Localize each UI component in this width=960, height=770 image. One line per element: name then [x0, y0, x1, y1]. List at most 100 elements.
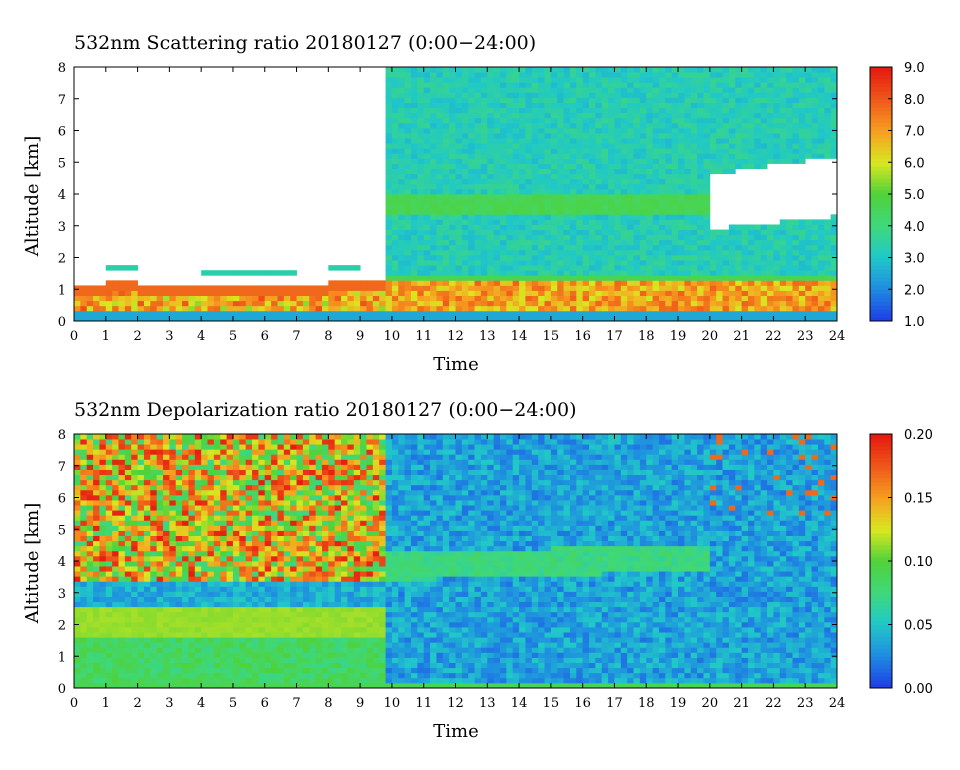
heatmap-cell [150, 677, 158, 684]
heatmap-cell [163, 555, 170, 562]
heatmap-cell [347, 290, 355, 296]
heatmap-cell [156, 500, 164, 506]
colorbar-swatch [870, 201, 892, 207]
heatmap-cell [633, 219, 641, 225]
heatmap-cell [487, 290, 495, 296]
heatmap-cell [391, 133, 399, 139]
heatmap-cell [716, 260, 723, 266]
heatmap-cell [436, 82, 444, 88]
heatmap-cell [512, 295, 520, 302]
heatmap-cell [538, 234, 545, 241]
heatmap-cell [735, 270, 743, 276]
heatmap-cell [722, 168, 730, 175]
heatmap-cell [80, 439, 88, 445]
heatmap-cell [175, 657, 183, 663]
heatmap-cell [633, 234, 641, 241]
heatmap-cell [201, 459, 208, 465]
heatmap-cell [188, 611, 196, 618]
heatmap-cell [239, 315, 247, 322]
heatmap-cell [137, 525, 145, 531]
heatmap-cell [531, 112, 539, 119]
heatmap-cell [779, 265, 787, 271]
heatmap-cell [665, 209, 673, 215]
heatmap-cell [169, 657, 177, 663]
heatmap-cell [652, 97, 660, 103]
heatmap-cell [703, 153, 711, 159]
heatmap-cell [385, 173, 393, 180]
heatmap-cell [131, 489, 138, 496]
heatmap-cell [767, 244, 774, 251]
heatmap-cell [563, 194, 571, 200]
heatmap-cell [595, 72, 603, 78]
heatmap-cell [436, 305, 444, 312]
heatmap-cell [264, 270, 272, 276]
heatmap-cell [156, 290, 164, 296]
heatmap-cell [449, 67, 456, 73]
heatmap-cell [589, 224, 596, 230]
heatmap-cell [398, 280, 406, 286]
heatmap-cell [506, 265, 514, 271]
heatmap-cell [455, 224, 463, 230]
heatmap-cell [175, 611, 183, 618]
heatmap-cell [430, 194, 437, 200]
heatmap-cell [112, 642, 119, 648]
heatmap-cell [137, 300, 145, 307]
heatmap-cell [671, 72, 679, 78]
heatmap-cell [601, 295, 609, 302]
heatmap-cell [830, 300, 838, 307]
heatmap-cell [773, 265, 781, 271]
heatmap-cell [608, 229, 615, 236]
heatmap-cell [538, 290, 545, 296]
heatmap-cell [423, 168, 431, 175]
heatmap-cell [747, 153, 755, 159]
heatmap-cell [182, 627, 189, 633]
heatmap-cell [112, 305, 119, 312]
heatmap-cell [271, 310, 278, 317]
heatmap-cell [652, 72, 660, 78]
heatmap-cell [163, 647, 170, 653]
heatmap-cell [175, 540, 183, 547]
heatmap-cell [754, 143, 762, 149]
heatmap-cell [652, 234, 660, 241]
heatmap-cell [824, 138, 832, 144]
heatmap-cell [423, 260, 431, 266]
heatmap-cell [576, 239, 584, 246]
heatmap-cell [620, 305, 628, 312]
heatmap-cell [665, 194, 673, 200]
heatmap-cell [474, 112, 482, 119]
heatmap-cell [86, 530, 94, 536]
heatmap-cell [80, 525, 88, 531]
heatmap-cell [93, 662, 100, 669]
heatmap-cell [131, 535, 138, 542]
heatmap-cell [703, 133, 711, 139]
heatmap-cell [665, 315, 673, 322]
heatmap-cell [423, 199, 431, 205]
heatmap-cell [118, 611, 126, 618]
heatmap-cell [182, 621, 189, 628]
heatmap-cell [258, 290, 266, 296]
heatmap-cell [519, 87, 526, 93]
heatmap-cell [124, 505, 132, 511]
heatmap-cell [436, 173, 444, 180]
heatmap-cell [716, 82, 723, 88]
heatmap-cell [493, 204, 501, 210]
heatmap-cell [80, 647, 88, 653]
heatmap-cell [182, 315, 189, 322]
heatmap-cell [194, 545, 202, 552]
heatmap-cell [678, 178, 685, 185]
heatmap-cells [74, 67, 838, 322]
heatmap-cell [678, 133, 685, 139]
heatmap-cell [86, 469, 94, 476]
heatmap-cell [169, 611, 177, 618]
heatmap-cell [773, 254, 781, 261]
heatmap-cell [86, 652, 94, 658]
heatmap-cell [169, 310, 177, 317]
heatmap-cell [207, 677, 215, 684]
heatmap-cell [398, 214, 406, 220]
colorbar-swatch [870, 281, 892, 286]
heatmap-cell [633, 87, 641, 93]
heatmap-cell [531, 229, 539, 236]
heatmap-cell [557, 82, 564, 88]
heatmap-cell [252, 295, 259, 302]
heatmap-cell [404, 265, 412, 271]
